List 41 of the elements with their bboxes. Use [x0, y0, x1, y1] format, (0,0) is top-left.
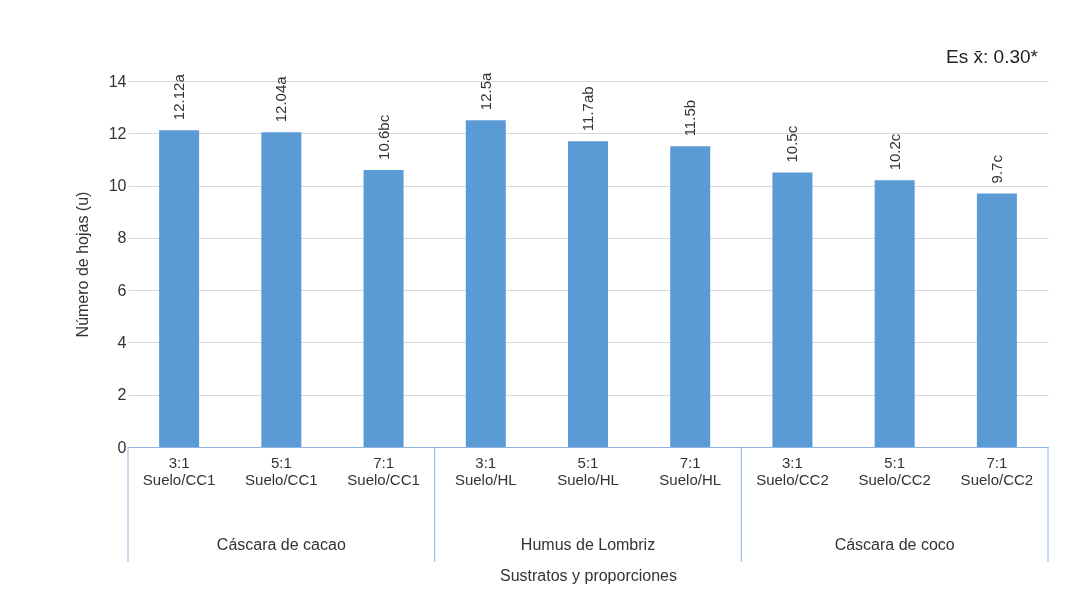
x-tick-label: 7:1 Suelo/CC2 — [960, 453, 1034, 488]
data-label: 11.7ab — [579, 86, 596, 132]
x-tick-label: 3:1 Suelo/CC1 — [142, 453, 216, 488]
y-tick-label: 12 — [108, 124, 127, 142]
data-label: 12.5a — [476, 72, 494, 111]
bar — [159, 130, 200, 447]
y-axis-title: Número de hojas (u) — [73, 191, 91, 338]
text: Es x̄: 0.30* — [946, 46, 1039, 67]
bar — [465, 120, 506, 447]
text: Cáscara de cacao — [216, 536, 346, 553]
x-tick-label: 7:1 Suelo/CC1 — [347, 453, 420, 488]
y-tick-label: 10 — [108, 177, 127, 195]
bar — [976, 193, 1017, 447]
data-label: 11.5b — [681, 99, 699, 137]
data-label: 12.04a — [272, 75, 290, 123]
bar — [772, 172, 813, 447]
y-tick-label: 0 — [117, 438, 127, 456]
y-tick-label: 8 — [117, 229, 127, 247]
bar — [363, 169, 404, 447]
x-tick-label: 5:1 Suelo/HL — [557, 453, 619, 488]
text: Humus de Lombriz — [520, 536, 656, 553]
x-tick-label: 3:1 Suelo/HL — [454, 453, 517, 488]
x-tick-label: 5:1 Suelo/CC1 — [245, 453, 318, 488]
y-tick-label: 6 — [117, 281, 127, 299]
bar — [568, 141, 608, 447]
bar — [670, 146, 711, 447]
x-tick-label: 5:1 Suelo/CC2 — [858, 453, 931, 488]
bar — [874, 180, 915, 447]
y-tick-label: 14 — [108, 72, 127, 90]
data-label: 10.5c — [783, 125, 801, 163]
x-tick-label: 7:1 Suelo/HL — [659, 453, 722, 488]
y-tick-label: 4 — [117, 333, 127, 351]
x-tick-label: 3:1 Suelo/CC2 — [756, 453, 829, 488]
data-label: 9.7c — [987, 154, 1005, 184]
text: Cáscara de coco — [834, 536, 955, 553]
y-tick-label: 2 — [117, 386, 127, 404]
x-axis-title: Sustratos y proporciones — [500, 566, 677, 584]
data-label: 12.12a — [170, 73, 188, 121]
data-label: 10.6bc — [374, 114, 392, 160]
data-label: 10.2c — [885, 133, 903, 171]
bar — [261, 132, 302, 447]
